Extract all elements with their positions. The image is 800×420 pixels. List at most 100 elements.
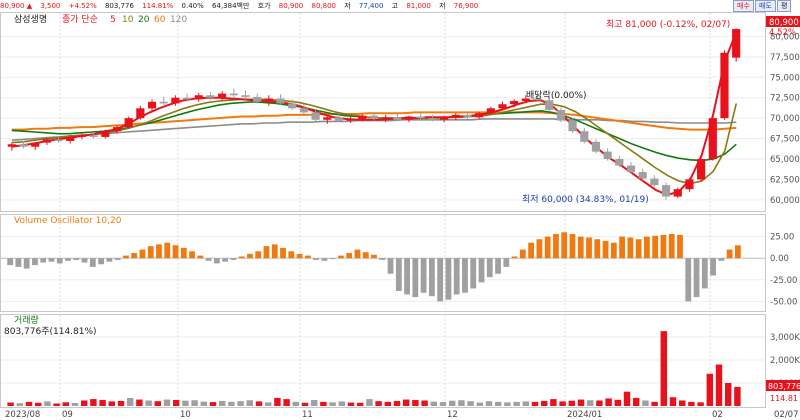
candle-body — [416, 116, 425, 119]
candle-body — [451, 114, 460, 118]
candle — [206, 91, 215, 101]
volume-bar — [559, 401, 566, 406]
candle-body — [101, 131, 110, 137]
candle — [615, 155, 624, 168]
stock-chart[interactable]: 80,000 77,500 75,000 72,500 70,000 67,500 65,0… — [0, 12, 800, 420]
volume-bar — [62, 402, 70, 406]
candle — [159, 96, 168, 107]
candle — [732, 28, 741, 62]
candle-body — [591, 141, 601, 152]
volume-bar — [467, 401, 474, 406]
stock-name: 삼성생명 — [14, 14, 47, 25]
candle — [112, 125, 122, 134]
candle — [136, 105, 145, 120]
candle-body — [510, 100, 519, 105]
candle-body — [358, 115, 367, 119]
candle — [7, 142, 16, 151]
osc-bar — [569, 234, 576, 259]
x-label-5: 2024/01 — [567, 410, 602, 420]
volume-bar — [614, 399, 622, 406]
candle-body — [673, 189, 682, 197]
candle-body — [650, 178, 659, 186]
osc-bar — [114, 258, 121, 260]
volume-bar — [632, 397, 640, 406]
candle-body — [638, 172, 647, 179]
sell-button[interactable]: 매도 — [755, 0, 776, 12]
high-price: 81,000 — [406, 2, 431, 10]
osc-bar — [362, 252, 369, 259]
candle — [673, 187, 682, 199]
volume-bar — [283, 399, 290, 406]
osc-bar — [685, 258, 692, 302]
candle-body — [334, 117, 344, 121]
open-label: 저 — [439, 2, 446, 10]
volume-title: 거래량 — [14, 314, 39, 326]
candle-body — [428, 118, 437, 120]
x-label-0: 2023/08 — [5, 410, 40, 420]
osc-bar — [511, 256, 518, 259]
volume-bar — [430, 401, 438, 406]
ask-price: 80,800 — [311, 2, 337, 10]
osc-bar — [89, 258, 96, 267]
osc-bar — [255, 251, 262, 259]
volume-bar — [200, 401, 208, 406]
candle — [358, 114, 367, 122]
candle-body — [147, 101, 157, 109]
quote-bar: 80,900 ▲ 3,500 +4.52% 803,776 114.81% 0.… — [0, 0, 800, 12]
candle — [101, 129, 110, 139]
volume-bar — [494, 401, 502, 406]
osc-bar — [412, 258, 419, 298]
volume-bar — [310, 400, 318, 406]
osc-bar — [619, 236, 625, 259]
candle-body — [393, 117, 402, 120]
osc-bar — [420, 258, 427, 293]
volume-bar — [669, 397, 677, 406]
osc-bar — [48, 258, 55, 262]
osc-bar — [371, 254, 377, 259]
osc-bar — [602, 240, 609, 259]
x-label-7: 02/07 — [774, 410, 799, 420]
volume-bar — [568, 400, 576, 406]
candle-body — [697, 158, 706, 180]
last-volume-tag-bg — [766, 380, 800, 391]
candle-body — [685, 179, 694, 190]
osc-title: Volume Oscillator 10,20 — [14, 216, 122, 226]
volume-bar — [108, 401, 116, 406]
price-tick-7: 62,500 — [770, 175, 800, 185]
osc-bar — [230, 258, 237, 260]
osc-bar — [495, 258, 501, 274]
candle-body — [404, 116, 414, 120]
eval-button[interactable]: 평 — [777, 0, 792, 12]
osc-bar — [528, 242, 535, 259]
volume-bar — [320, 401, 327, 406]
osc-bar — [222, 258, 229, 262]
osc-bar — [594, 239, 601, 259]
osc-bar — [346, 253, 353, 259]
candle-body — [241, 95, 250, 97]
buy-button[interactable]: 매수 — [733, 0, 754, 12]
volume-bar — [577, 399, 585, 406]
volume-bar — [191, 400, 198, 406]
candle — [89, 132, 98, 139]
osc-bar — [338, 255, 344, 259]
osc-bar — [288, 251, 295, 259]
candle-body — [89, 135, 98, 137]
osc-panel-frame — [0, 214, 766, 312]
volume-bar — [255, 401, 263, 406]
x-label-6: 02 — [712, 410, 723, 420]
candle — [510, 99, 519, 108]
volume-bar — [605, 398, 612, 406]
candle — [580, 127, 589, 144]
candle-body — [568, 120, 577, 132]
trade-amount: 64,384백만 — [212, 2, 250, 10]
osc-bar — [710, 258, 716, 276]
osc-bar — [156, 244, 162, 259]
osc-bar — [379, 258, 386, 260]
ma-line-20 — [11, 100, 737, 162]
candle-body — [486, 108, 495, 114]
osc-bar — [519, 249, 526, 259]
osc-bar — [81, 258, 88, 263]
volume-bar — [347, 402, 355, 406]
price-tick-8: 60,000 — [770, 196, 800, 206]
ma5-legend: 5 — [110, 15, 116, 25]
